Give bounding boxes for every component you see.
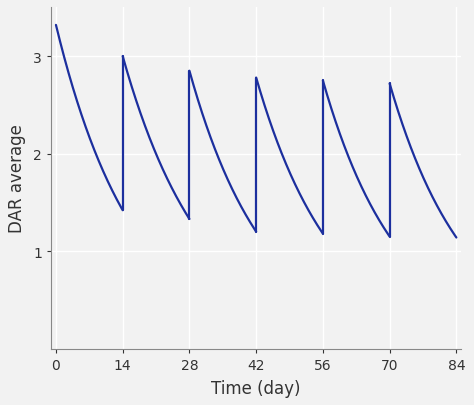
Y-axis label: DAR average: DAR average — [9, 124, 27, 233]
X-axis label: Time (day): Time (day) — [211, 379, 301, 396]
